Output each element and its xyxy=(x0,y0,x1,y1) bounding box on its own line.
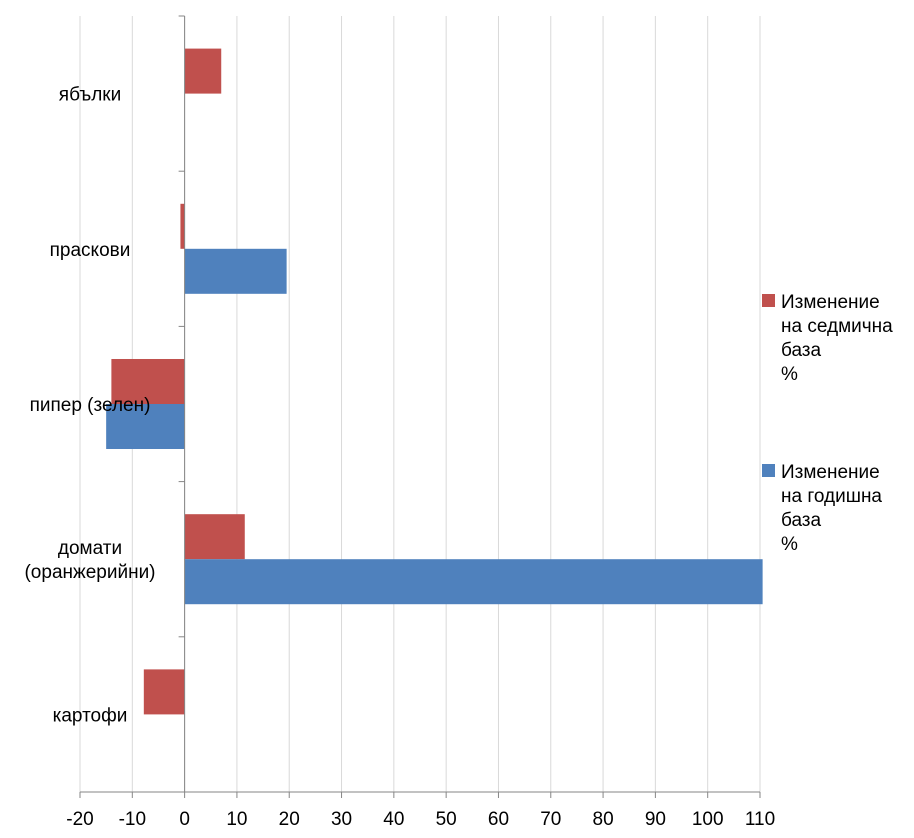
category-label: домати (оранжерийни) xyxy=(24,538,155,583)
legend-swatch xyxy=(762,294,775,307)
x-tick-label: 110 xyxy=(745,809,775,830)
x-tick-label: 80 xyxy=(593,809,614,830)
bar-weekly-4 xyxy=(144,669,185,714)
category-label: праскови xyxy=(50,240,131,261)
x-tick-label: -20 xyxy=(66,809,93,830)
x-tick-label: 50 xyxy=(436,809,457,830)
category-label: картофи xyxy=(53,705,128,726)
x-tick-labels: -20 -10 0 10 20 30 40 50 60 70 80 90 100 110 xyxy=(66,809,775,830)
x-tick-label: 10 xyxy=(226,809,247,830)
category-labels: ябълки праскови пипер (зелен) домати (оранже… xyxy=(24,85,155,727)
x-tick-label: 90 xyxy=(645,809,666,830)
bar-weekly-1 xyxy=(180,204,184,249)
bar-yearly-3 xyxy=(185,559,763,604)
x-tick-label: 30 xyxy=(331,809,352,830)
legend: Изменение на седмична база % Изменение на год… xyxy=(762,292,893,555)
category-label: пипер (зелен) xyxy=(30,395,151,416)
bar-weekly-0 xyxy=(185,49,222,94)
bars xyxy=(106,49,762,715)
x-tick-label: 0 xyxy=(179,809,190,830)
x-tick-label: 70 xyxy=(540,809,561,830)
x-tick-label: -10 xyxy=(119,809,146,830)
x-tick-label: 100 xyxy=(692,809,724,830)
x-tick-label: 20 xyxy=(279,809,300,830)
x-tick-label: 60 xyxy=(488,809,509,830)
x-tick-label: 40 xyxy=(383,809,404,830)
legend-swatch xyxy=(762,464,775,477)
legend-label: Изменение на седмична база% xyxy=(781,292,893,385)
legend-label: Изменение на годишна база% xyxy=(781,462,882,555)
bar-yearly-1 xyxy=(185,249,287,294)
bar-weekly-3 xyxy=(185,514,245,559)
category-label: ябълки xyxy=(59,85,121,106)
